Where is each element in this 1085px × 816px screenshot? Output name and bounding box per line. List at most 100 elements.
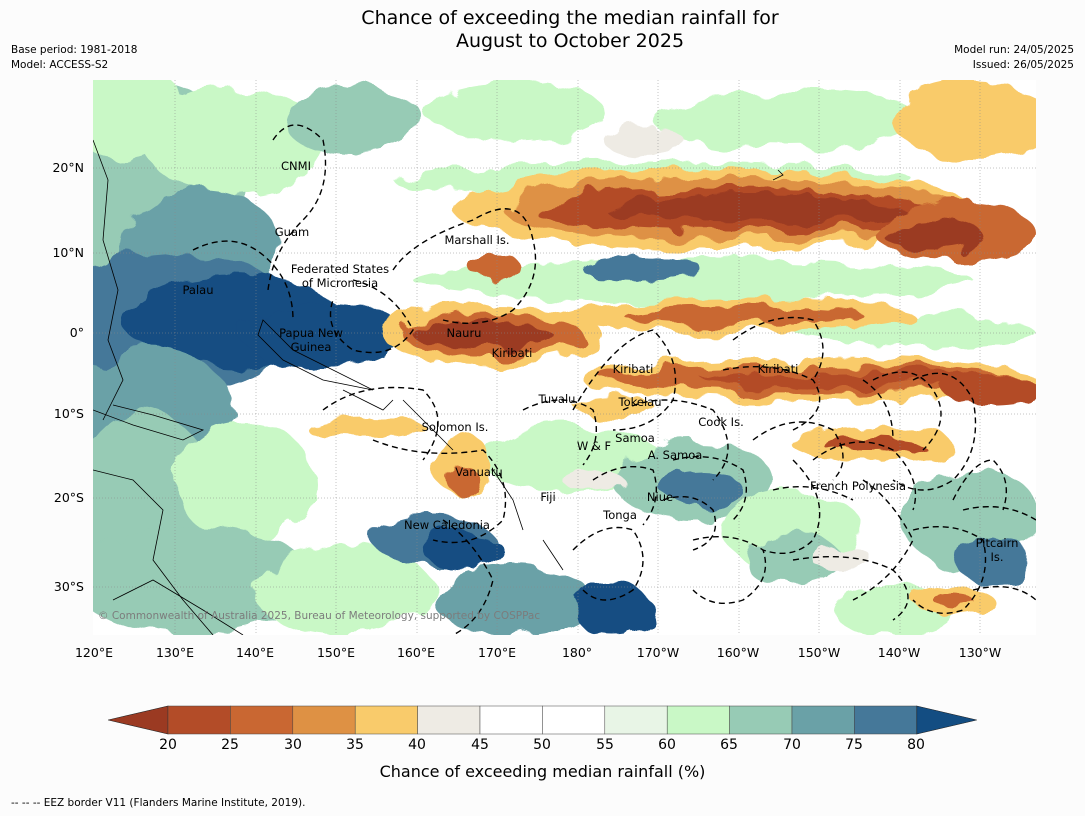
colorbar-segment <box>479 705 543 735</box>
eez-border <box>862 379 894 441</box>
probability-patch <box>283 85 423 155</box>
region-label-palau: Palau <box>182 283 214 297</box>
title-line-1: Chance of exceeding the median rainfall … <box>361 7 779 29</box>
lon-label: 160°E <box>396 645 435 660</box>
colorbar-segment <box>729 705 793 735</box>
eez-border <box>592 465 657 526</box>
lon-label: 180° <box>561 645 593 660</box>
probability-patch <box>413 321 553 349</box>
coastline <box>542 539 564 571</box>
probability-patch <box>448 465 478 495</box>
colorbar-segment <box>604 705 668 735</box>
probability-patch <box>603 125 683 155</box>
eez-border <box>192 240 294 321</box>
eez-border <box>722 366 821 431</box>
probability-patch <box>583 258 703 282</box>
coastline <box>257 319 374 391</box>
region-label-kiribati-east: Kiribati <box>757 362 799 376</box>
probability-patch <box>468 250 518 280</box>
colorbar-segment <box>417 705 481 735</box>
probability-field <box>93 80 1036 635</box>
title-line-2: August to October 2025 <box>455 30 685 52</box>
region-label-micronesia: Federated States of Micronesia <box>290 262 390 290</box>
colorbar-tick: 45 <box>471 737 489 753</box>
lon-label: 130°E <box>155 645 194 660</box>
colorbar-tick: 60 <box>658 737 676 753</box>
lat-label: 10°N <box>52 245 84 260</box>
colorbar-segment <box>666 705 730 735</box>
lon-label: 140°E <box>235 645 274 660</box>
map-title: Chance of exceeding the median rainfall … <box>0 7 1085 53</box>
meta-left: Base period: 1981-2018 Model: ACCESS-S2 <box>11 43 137 73</box>
probability-patch <box>933 594 973 606</box>
region-label-niue: Niue <box>646 490 674 504</box>
probability-patch <box>93 80 183 160</box>
region-label-samoa: Samoa <box>615 431 655 445</box>
lon-label: 120°E <box>74 645 113 660</box>
coastline <box>93 139 124 421</box>
region-label-nauru: Nauru <box>446 326 482 340</box>
coastline <box>342 389 394 411</box>
lat-label: 0° <box>69 325 84 340</box>
coastline <box>93 469 214 635</box>
lon-label: 170°E <box>477 645 516 660</box>
eez-borders <box>192 124 1036 635</box>
region-label-vanuatu: Vanuatu <box>455 465 503 479</box>
eez-border <box>952 459 1007 511</box>
lon-label: 150°E <box>316 645 355 660</box>
issued-date: Issued: 26/05/2025 <box>972 59 1074 71</box>
probability-patch <box>663 472 743 508</box>
eez-border <box>972 585 1036 601</box>
probability-patch <box>303 413 423 437</box>
lon-label: 130°W <box>958 645 1002 660</box>
map-panel <box>93 80 1036 635</box>
region-label-tokelau: Tokelau <box>618 395 662 409</box>
region-label-solomon-islands: Solomon Is. <box>421 420 489 434</box>
colorbar-segment <box>542 705 606 735</box>
eez-border <box>622 399 729 481</box>
eez-border <box>692 535 767 604</box>
colorbar-tick: 80 <box>907 737 925 753</box>
region-label-kiribati-west: Kiribati <box>491 346 533 360</box>
region-label-papua-new-guinea: Papua New Guinea <box>279 326 343 354</box>
eez-border <box>662 496 717 551</box>
coastline <box>492 469 524 531</box>
lat-label: 10°S <box>53 406 84 421</box>
eez-border <box>522 399 597 466</box>
eez-border <box>392 208 537 325</box>
colorbar-tick: 55 <box>596 737 614 753</box>
rainfall-map <box>93 80 1036 635</box>
probability-patch <box>423 532 503 568</box>
colorbar-tick: 30 <box>284 737 302 753</box>
probability-patch <box>423 80 603 140</box>
graticule <box>93 80 1036 635</box>
colorbar-segment <box>854 705 918 735</box>
probability-patch <box>703 372 1003 388</box>
eez-border <box>772 486 854 501</box>
probability-patch <box>243 300 403 370</box>
region-label-new-caledonia: New Caledonia <box>404 518 490 532</box>
eez-border <box>572 526 644 601</box>
colorbar-tick: 35 <box>346 737 364 753</box>
probability-patch <box>893 80 1036 160</box>
probability-patch <box>413 260 973 300</box>
colorbar-label: Chance of exceeding median rainfall (%) <box>379 762 706 781</box>
colorbar-segment <box>292 705 356 735</box>
colorbar-extend-high <box>916 705 977 735</box>
region-label-kiribati-central: Kiribati <box>612 362 654 376</box>
colorbar-tick: 75 <box>845 737 863 753</box>
probability-patch <box>253 545 433 635</box>
region-label-fiji: Fiji <box>540 490 556 504</box>
eez-border <box>329 279 414 354</box>
region-label-wallis-futuna: W & F <box>576 439 612 453</box>
eez-border <box>912 525 987 614</box>
probability-patch <box>953 540 1033 580</box>
coastline <box>402 399 454 451</box>
model-name: Model: ACCESS-S2 <box>11 59 109 71</box>
eez-border <box>572 329 677 431</box>
eez-border <box>852 479 914 601</box>
probability-patch <box>623 305 863 325</box>
eez-border <box>752 421 844 481</box>
eez-border <box>762 459 821 554</box>
probability-patch <box>653 90 933 150</box>
